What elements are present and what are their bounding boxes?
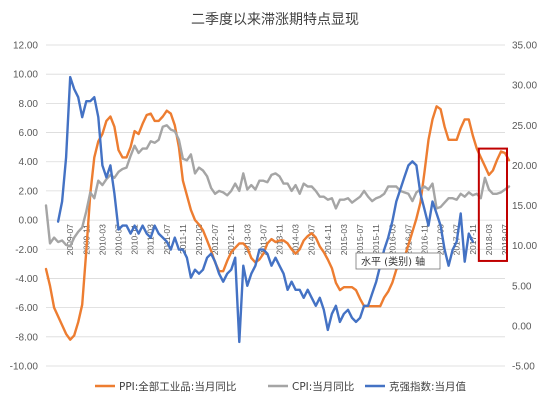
legend-label-0: PPI:全部工业品:当月同比	[119, 380, 236, 393]
left-tick-label: 4.00	[19, 157, 39, 168]
left-tick-label: -10.00	[10, 362, 39, 373]
x-tick-label: 2013-07	[258, 224, 268, 255]
right-tick-label: 10.00	[512, 241, 537, 252]
x-tick-label: 2018-03	[484, 224, 494, 255]
x-tick-label: 2013-03	[242, 224, 252, 255]
chart-title: 二季度以来滞涨期特点显现	[191, 12, 359, 28]
x-tick-label: 2010-11	[130, 224, 140, 255]
x-tick-label: 2012-11	[226, 224, 236, 255]
left-tick-label: 0.00	[19, 216, 39, 227]
series-line-0	[44, 105, 511, 341]
left-tick-label: 10.00	[13, 70, 38, 81]
left-tick-label: -8.00	[15, 332, 38, 343]
highlight-box	[477, 147, 508, 262]
x-tick-label: 2009-07	[65, 224, 75, 255]
left-tick-label: -6.00	[15, 303, 38, 314]
right-tick-label: 30.00	[512, 81, 537, 92]
series-line-2	[56, 75, 474, 344]
right-axis-ticks: -5.00 0.00 5.00 10.00 15.00 20.00 25.00 30.00 35…	[512, 41, 537, 373]
right-tick-label: 35.00	[512, 41, 537, 52]
legend[interactable]: PPI:全部工业品:当月同比 CPI:当月同比 克强指数:当月值	[95, 380, 467, 393]
x-tick-label: 2010-03	[97, 224, 107, 255]
legend-label-1: CPI:当月同比	[292, 380, 354, 393]
x-tick-label: 2012-07	[210, 224, 220, 255]
left-tick-label: 8.00	[19, 99, 39, 110]
left-tick-label: -4.00	[15, 274, 38, 285]
x-tick-label: 2015-11	[371, 224, 381, 255]
x-tick-label: 2016-11	[419, 224, 429, 255]
x-tick-label: 2015-03	[339, 224, 349, 255]
x-tick-label: 2017-03	[436, 224, 446, 255]
x-tick-label: 2018-07	[500, 224, 510, 255]
x-tick-label: 2011-11	[178, 224, 188, 254]
left-tick-label: 12.00	[13, 41, 38, 52]
x-tick-label: 2013-11	[275, 224, 285, 255]
tooltip-box	[355, 252, 441, 270]
left-tick-label: 2.00	[19, 186, 39, 197]
right-tick-label: 20.00	[512, 161, 537, 172]
right-tick-label: 5.00	[512, 281, 532, 292]
x-tick-label: 2016-03	[387, 224, 397, 255]
tooltip: 水平 (类别) 轴	[355, 252, 441, 270]
x-tick-label: 2011-03	[146, 224, 156, 255]
x-tick-label: 2014-11	[323, 224, 333, 255]
left-axis-ticks: -10.00 -8.00 -6.00 -4.00 -2.00 0.00 2.00 4.00 6.…	[10, 41, 39, 373]
legend-label-2: 克强指数:当月值	[389, 380, 467, 393]
series-lines	[44, 75, 511, 344]
right-tick-label: 15.00	[512, 201, 537, 212]
x-tick-label: 2011-07	[162, 224, 172, 255]
right-tick-label: -5.00	[512, 362, 535, 373]
x-tick-label: 2012-03	[194, 224, 204, 255]
x-tick-label: 2014-03	[291, 224, 301, 255]
left-tick-label: 6.00	[19, 128, 39, 139]
x-tick-label: 2015-07	[355, 224, 365, 255]
right-tick-label: 0.00	[512, 321, 532, 332]
x-tick-label: 2014-07	[307, 224, 317, 255]
tooltip-text: 水平 (类别) 轴	[361, 255, 425, 268]
right-tick-label: 25.00	[512, 121, 537, 132]
x-tick-label: 2016-07	[403, 224, 413, 255]
left-tick-label: -2.00	[15, 245, 38, 256]
x-tick-label: 2010-07	[113, 224, 123, 255]
series-line-1	[44, 124, 511, 248]
gridlines	[46, 44, 505, 367]
